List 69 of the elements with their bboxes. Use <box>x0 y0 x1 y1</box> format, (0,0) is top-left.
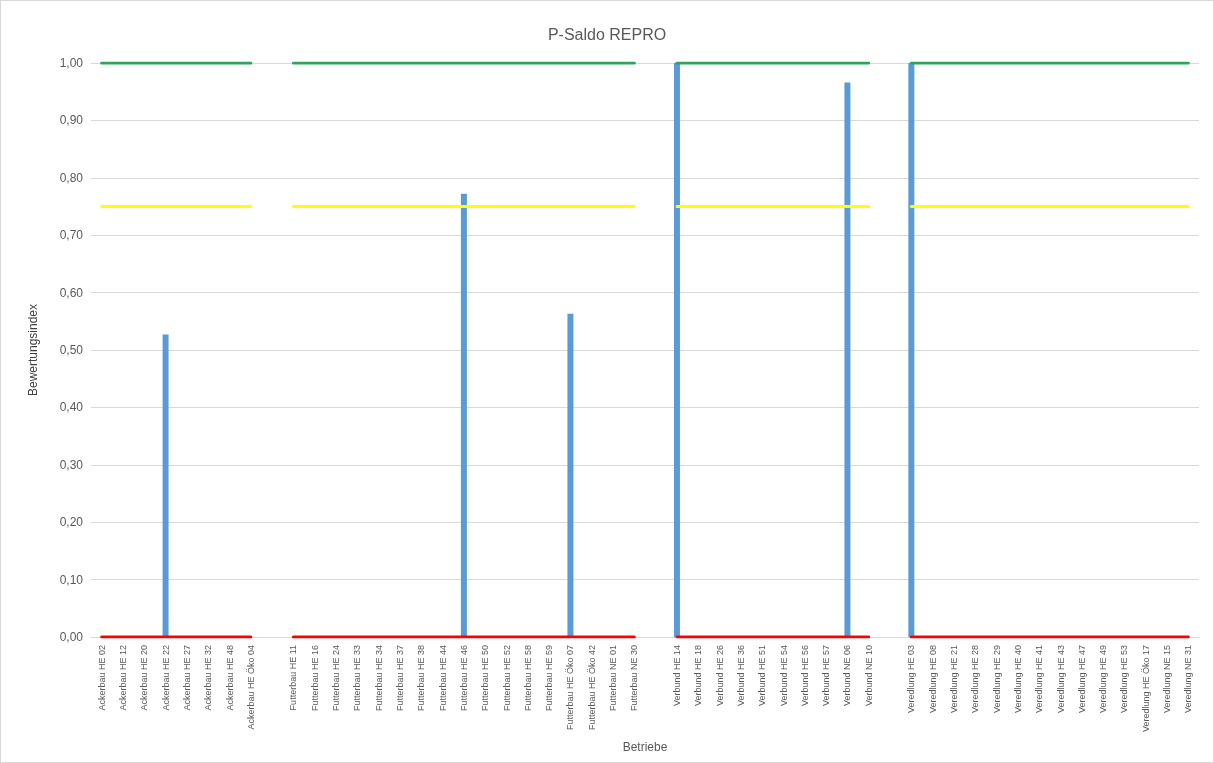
x-tick-label: Futterbau HE 52 <box>501 645 512 712</box>
x-tick-label: Verbund NE 10 <box>863 645 874 707</box>
x-tick-label: Ackerbau HE 27 <box>181 645 192 711</box>
x-tick-label: Verbund HE 26 <box>714 645 725 707</box>
x-tick-label: Futterbau HE 37 <box>394 645 405 712</box>
y-tick-label: 0,20 <box>59 515 84 530</box>
x-tick-label: Veredlung HE 40 <box>1012 645 1023 714</box>
x-tick-label: Ackerbau HE 12 <box>117 645 128 711</box>
bar <box>844 82 851 637</box>
x-tick-label: Futterbau HE 59 <box>544 645 555 712</box>
x-tick-label: Futterbau HE Öko 07 <box>565 645 576 731</box>
x-tick-label: Verbund HE 14 <box>671 645 682 707</box>
x-axis-title: Betriebe <box>622 740 668 754</box>
y-tick-label: 0,70 <box>59 228 84 243</box>
x-tick-label: Futterbau HE 50 <box>480 645 491 712</box>
x-tick-label: Ackerbau HE 48 <box>224 645 235 711</box>
x-tick-label: Futterbau HE 46 <box>458 645 469 712</box>
x-tick-label: Futterbau HE Öko 42 <box>586 645 597 731</box>
x-tick-label: Veredlung HE 29 <box>991 645 1002 714</box>
x-tick-label: Verbund HE 51 <box>757 645 768 707</box>
x-tick-label: Ackerbau HE 32 <box>203 645 214 711</box>
x-tick-label: Ackerbau HE 20 <box>139 645 150 711</box>
x-tick-label: Veredlung HE 53 <box>1119 645 1130 714</box>
x-tick-label: Veredlung HE 47 <box>1076 645 1087 714</box>
x-tick-label: Veredlung HE 28 <box>970 645 981 714</box>
bar <box>460 193 467 637</box>
x-tick-label: Veredlung NE 31 <box>1183 645 1194 714</box>
y-tick-label: 0,90 <box>59 113 84 128</box>
x-tick-label: Verbund HE 54 <box>778 645 789 707</box>
y-tick-label: 0,80 <box>59 170 84 185</box>
x-tick-label: Futterbau HE 16 <box>309 645 320 712</box>
x-tick-label: Veredlung HE 21 <box>948 645 959 714</box>
x-tick-label: Veredlung HE 49 <box>1098 645 1109 714</box>
x-tick-label: Verbund NE 06 <box>842 645 853 707</box>
y-tick-label: 1,00 <box>59 56 84 70</box>
y-tick-label: 0,10 <box>59 572 84 587</box>
x-tick-label: Ackerbau HE Öko 04 <box>245 645 256 730</box>
x-tick-label: Veredlung HE 43 <box>1055 645 1066 714</box>
x-tick-label: Futterbau HE 44 <box>437 645 448 712</box>
y-axis-title: Bewertungsindex <box>26 303 40 397</box>
x-tick-label: Verbund HE 57 <box>821 645 832 707</box>
x-tick-label: Veredlung NE 15 <box>1162 645 1173 714</box>
x-tick-label: Veredlung HE Öko 17 <box>1140 645 1151 733</box>
x-tick-label: Futterbau HE 58 <box>522 645 533 712</box>
x-tick-label: Verbund HE 36 <box>735 645 746 707</box>
x-tick-label: Ackerbau HE 22 <box>160 645 171 711</box>
x-tick-label: Futterbau HE 33 <box>352 645 363 712</box>
x-tick-label: Futterbau HE 24 <box>331 645 342 712</box>
x-tick-label: Veredlung HE 08 <box>927 645 938 714</box>
x-tick-label: Futterbau HE 38 <box>416 645 427 712</box>
y-tick-label: 0,50 <box>59 343 84 357</box>
x-tick-label: Verbund HE 56 <box>799 645 810 707</box>
bar <box>908 63 915 637</box>
x-tick-label: Veredlung HE 41 <box>1034 645 1045 714</box>
x-tick-label: Ackerbau HE 02 <box>96 645 107 711</box>
y-tick-label: 0,60 <box>59 285 84 300</box>
chart-title: P-Saldo REPRO <box>547 25 667 43</box>
bar <box>673 63 680 637</box>
x-tick-label: Futterbau NE 30 <box>629 645 640 712</box>
x-tick-label: Futterbau HE 34 <box>373 645 384 712</box>
bar <box>162 334 169 637</box>
x-tick-label: Veredlung HE 03 <box>906 645 917 714</box>
x-tick-label: Futterbau NE 01 <box>608 645 619 712</box>
y-tick-label: 0,00 <box>59 630 84 644</box>
y-tick-label: 0,30 <box>59 457 84 472</box>
y-tick-label: 0,40 <box>59 400 84 415</box>
bar <box>567 313 574 637</box>
x-tick-label: Verbund HE 18 <box>693 645 704 707</box>
x-tick-label: Futterbau HE 11 <box>288 645 299 711</box>
